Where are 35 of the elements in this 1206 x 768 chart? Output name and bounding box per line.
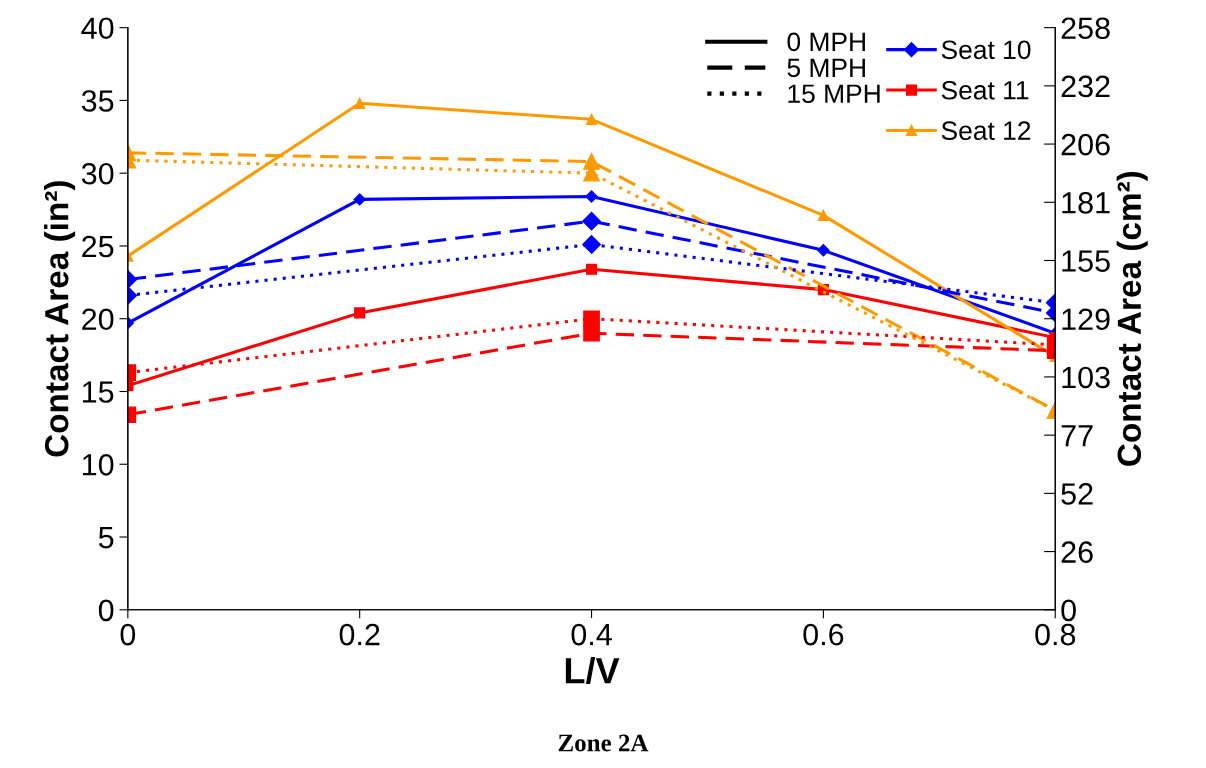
x-tick-label: 0.8: [1035, 623, 1076, 646]
annotation: 15 MPH: [788, 84, 880, 104]
y-tick-label: 15: [82, 381, 114, 403]
y2-tick-label: 155: [1062, 250, 1110, 272]
y2-tick-label: 181: [1062, 192, 1110, 214]
y2-tick-label: 206: [1061, 133, 1110, 156]
y2-tick-label: 232: [1061, 75, 1110, 98]
x-tick-label: 0.2: [339, 623, 380, 646]
y-tick-label: 40: [81, 17, 114, 40]
y-tick-label: 25: [82, 235, 114, 258]
y-tick-label: 35: [81, 90, 114, 112]
annotation: 5 MPH: [787, 58, 865, 78]
x-tick-label: 0: [120, 623, 136, 646]
y2-tick-label: 77: [1061, 425, 1093, 447]
y2-tick-label: 26: [1061, 541, 1093, 563]
y-tick-label: 20: [82, 308, 114, 331]
x-tick-label: 0.6: [803, 623, 844, 646]
y-axis-title: Contact Area (in²): [44, 181, 76, 457]
x-tick-label: 0.4: [571, 623, 612, 646]
y-tick-label: 30: [81, 162, 114, 185]
y-tick-label: 5: [98, 527, 114, 549]
y2-tick-label: 129: [1062, 308, 1110, 331]
y2-axis-title: Contact Area (cm²): [1116, 171, 1148, 466]
y-tick-label: 10: [82, 453, 114, 476]
text: Zone 2A: [558, 734, 649, 752]
y2-tick-label: 258: [1061, 17, 1110, 40]
y-tick-label: 0: [98, 599, 114, 622]
x-axis-title: L/V: [565, 657, 620, 684]
legend-label: Seat 10: [941, 40, 1031, 60]
y2-tick-label: 0: [1061, 599, 1076, 622]
y2-tick-label: 103: [1062, 366, 1110, 389]
annotation: 0 MPH: [787, 32, 865, 52]
legend-label: Seat 12: [941, 121, 1031, 140]
legend-label: Seat 11: [941, 80, 1029, 100]
y2-tick-label: 52: [1061, 483, 1093, 505]
